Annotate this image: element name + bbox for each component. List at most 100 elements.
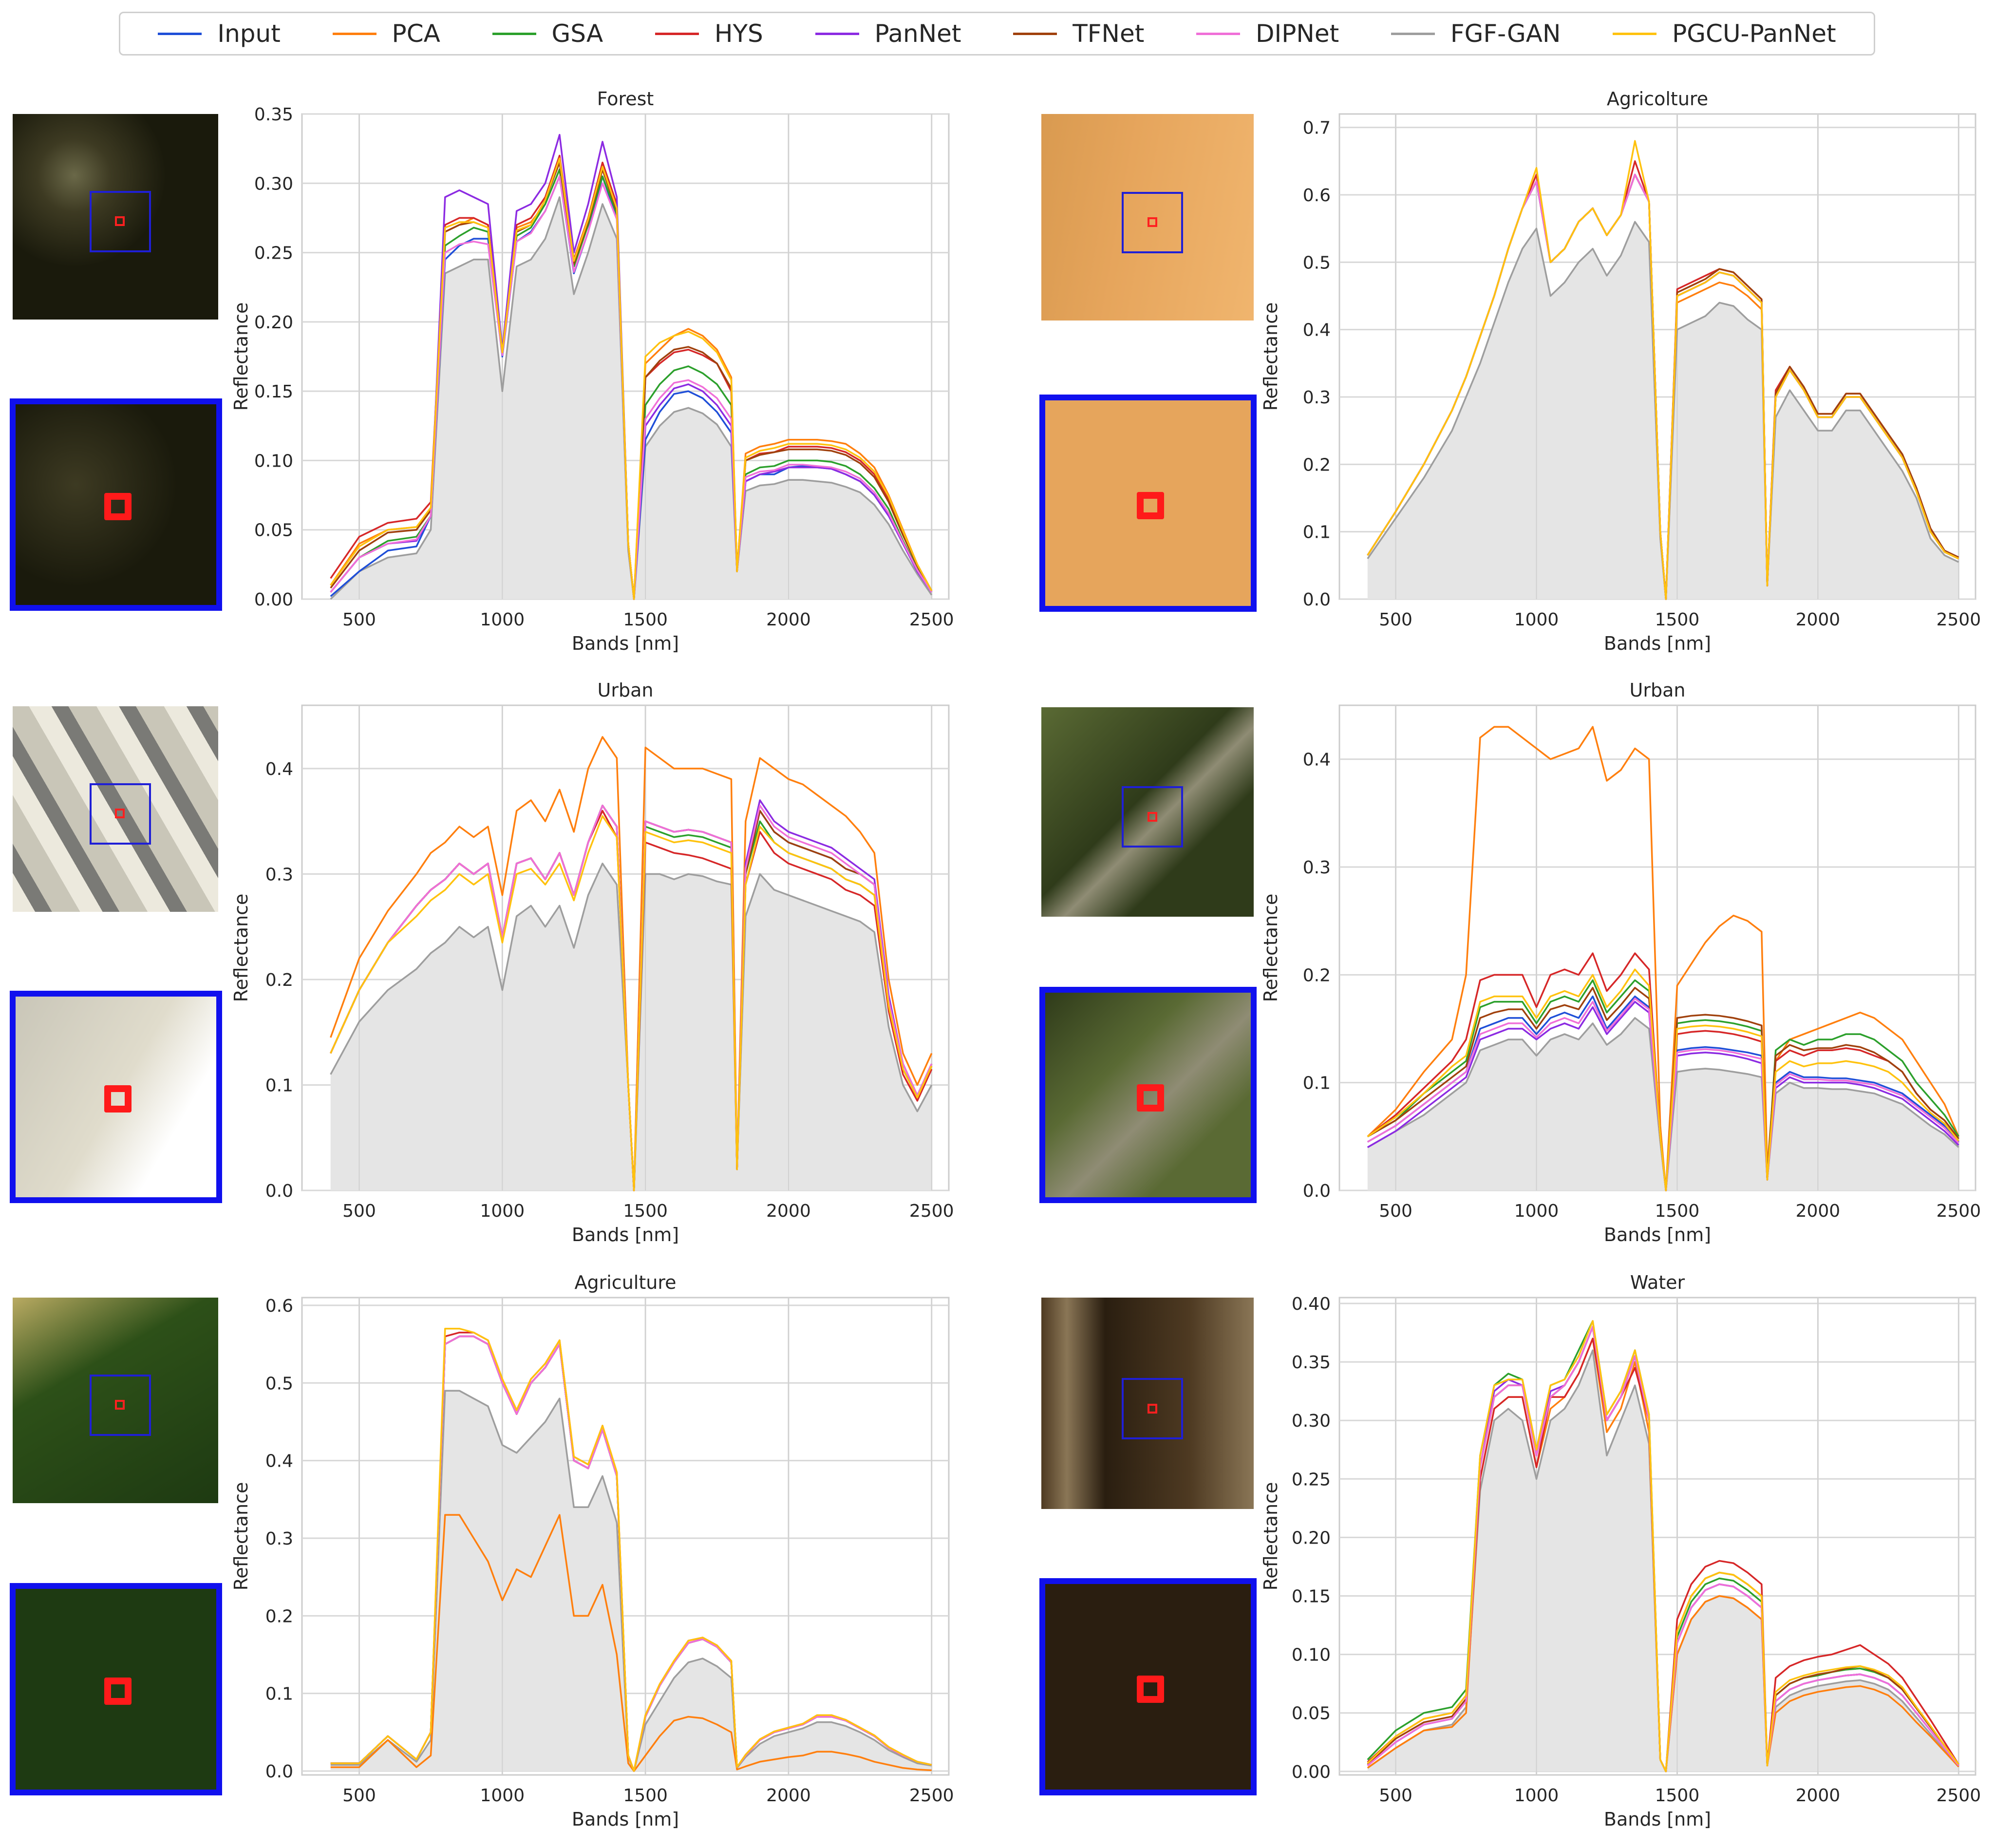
y-tick-label: 0.35 — [254, 105, 293, 125]
series-line-pgcu-pannet — [330, 815, 933, 1191]
y-tick-label: 0.3 — [265, 1529, 293, 1549]
y-tick-label: 0.3 — [1303, 388, 1331, 408]
chart-title: Agricolture — [1607, 88, 1708, 110]
shaded-area — [330, 863, 932, 1190]
series-line-gsa — [330, 169, 933, 600]
x-tick-label: 1000 — [1514, 1786, 1559, 1806]
series-line-dipnet — [1367, 998, 1959, 1191]
x-tick-label: 500 — [1379, 1786, 1412, 1806]
y-tick-label: 0.40 — [1292, 1294, 1331, 1314]
pixel-marker — [1148, 217, 1157, 227]
series-line-hys — [1367, 1338, 1959, 1773]
x-tick-label: 2500 — [1937, 1786, 1981, 1806]
zoomed-patch-forest — [10, 398, 222, 611]
y-tick-label: 0.05 — [1292, 1704, 1331, 1724]
x-axis-label: Bands [nm] — [1604, 633, 1711, 654]
x-tick-label: 1000 — [480, 1786, 525, 1806]
series-line-pca — [330, 736, 933, 1191]
x-tick-label: 2500 — [909, 1786, 954, 1806]
x-tick-label: 1000 — [1514, 610, 1559, 630]
series-line-pgcu-pannet — [330, 1327, 932, 1772]
x-axis-label: Bands [nm] — [1604, 1809, 1711, 1830]
y-tick-label: 0.7 — [1303, 118, 1331, 138]
scene-thumbnail-water — [1041, 1298, 1254, 1509]
pixel-marker-zoom — [1137, 1676, 1164, 1703]
series-line-fgf-gan — [330, 863, 933, 1191]
chart-title: Agriculture — [575, 1272, 677, 1293]
zoom-region-box — [90, 1375, 151, 1436]
x-tick-label: 1500 — [623, 1201, 668, 1221]
legend-swatch — [815, 32, 859, 35]
y-tick-label: 0.4 — [1303, 321, 1331, 340]
x-tick-label: 500 — [1379, 610, 1412, 630]
legend-item-hys: HYS — [655, 19, 763, 48]
series-line-fgf-gan — [330, 196, 933, 600]
y-axis-label: Reflectance — [230, 1482, 252, 1591]
zoom-region-box — [1122, 1378, 1183, 1439]
shaded-area — [330, 1391, 932, 1772]
legend-item-pannet: PanNet — [815, 19, 961, 48]
y-tick-label: 0.4 — [1303, 750, 1331, 770]
x-tick-label: 2500 — [1937, 610, 1981, 630]
series-line-gsa — [1367, 979, 1959, 1191]
scene-thumbnail-forest — [13, 114, 218, 320]
scene-thumbnail-agriculture — [13, 1298, 218, 1503]
x-tick-label: 500 — [1379, 1201, 1412, 1221]
x-tick-label: 1500 — [1655, 610, 1700, 630]
y-axis-label: Reflectance — [1260, 894, 1281, 1002]
legend-label: HYS — [714, 19, 763, 48]
legend-swatch — [492, 32, 536, 35]
y-tick-label: 0.2 — [265, 1606, 293, 1626]
y-tick-label: 0.1 — [1303, 523, 1331, 543]
spectral-chart-urban-1: 500 1000 1500 2000 2500 0.0 0.1 0.2 0.3 0.4 Urban B… — [230, 679, 954, 1245]
y-tick-label: 0.1 — [265, 1684, 293, 1704]
y-tick-label: 0.5 — [1303, 253, 1331, 273]
zoomed-patch-urban-2 — [1039, 987, 1257, 1203]
y-tick-label: 0.20 — [1292, 1528, 1331, 1548]
series-line-dipnet — [330, 175, 933, 600]
x-tick-label: 2500 — [909, 610, 954, 630]
legend-label: DIPNet — [1256, 19, 1339, 48]
pixel-marker-zoom — [1137, 492, 1164, 519]
series-line-pgcu-pannet — [1367, 140, 1959, 600]
series-line-dipnet — [330, 804, 933, 1191]
series-line-hys — [1367, 952, 1959, 1191]
y-tick-label: 0.6 — [265, 1296, 293, 1316]
zoomed-patch-urban-1 — [10, 991, 222, 1203]
y-tick-label: 0.5 — [265, 1374, 293, 1394]
legend-label: FGF-GAN — [1450, 19, 1561, 48]
legend-label: Input — [217, 19, 281, 48]
x-tick-label: 2500 — [1937, 1201, 1981, 1221]
y-tick-label: 0.6 — [1303, 186, 1331, 206]
spectral-chart-forest: 500 1000 1500 2000 2500 0.00 0.05 0.10 0.15 0.20 0… — [230, 88, 954, 654]
y-tick-label: 0.10 — [254, 451, 293, 471]
y-tick-label: 0.0 — [265, 1762, 293, 1782]
spectral-chart-water: 500 1000 1500 2000 2500 0.00 0.05 0.10 0.15 0.20 0… — [1260, 1272, 1981, 1830]
shaded-area — [1367, 1018, 1959, 1190]
y-tick-label: 0.30 — [254, 174, 293, 194]
series-line-pannet — [330, 133, 933, 600]
spectral-chart-urban-2: 500 1000 1500 2000 2500 0.0 0.1 0.2 0.3 0.4 Urban B… — [1260, 679, 1981, 1245]
chart-title: Urban — [598, 679, 654, 701]
pixel-marker-zoom — [104, 1678, 132, 1705]
y-tick-label: 0.15 — [254, 382, 293, 402]
legend-swatch — [1613, 32, 1657, 35]
x-tick-label: 2000 — [766, 610, 811, 630]
x-tick-label: 2500 — [909, 1201, 954, 1221]
x-axis-label: Bands [nm] — [1604, 1224, 1711, 1245]
x-tick-label: 500 — [342, 610, 376, 630]
legend-label: PGCU-PanNet — [1672, 19, 1836, 48]
zoom-region-box — [1122, 786, 1183, 848]
x-tick-label: 1500 — [1655, 1201, 1700, 1221]
series-line-pca — [330, 169, 933, 600]
y-tick-label: 0.0 — [265, 1181, 293, 1201]
x-tick-label: 2000 — [1796, 1201, 1841, 1221]
series-line-hys — [330, 154, 933, 600]
spectral-chart-agricolture: 500 1000 1500 2000 2500 0.0 0.1 0.2 0.3 0.4 0.5 0.6… — [1260, 88, 1981, 654]
y-axis-label: Reflectance — [230, 894, 252, 1002]
legend-swatch — [1013, 32, 1057, 35]
series-line-fgf-gan — [1367, 221, 1959, 600]
y-tick-label: 0.4 — [265, 759, 293, 779]
x-tick-label: 500 — [342, 1786, 376, 1806]
series-line-pannet — [1367, 1000, 1959, 1191]
